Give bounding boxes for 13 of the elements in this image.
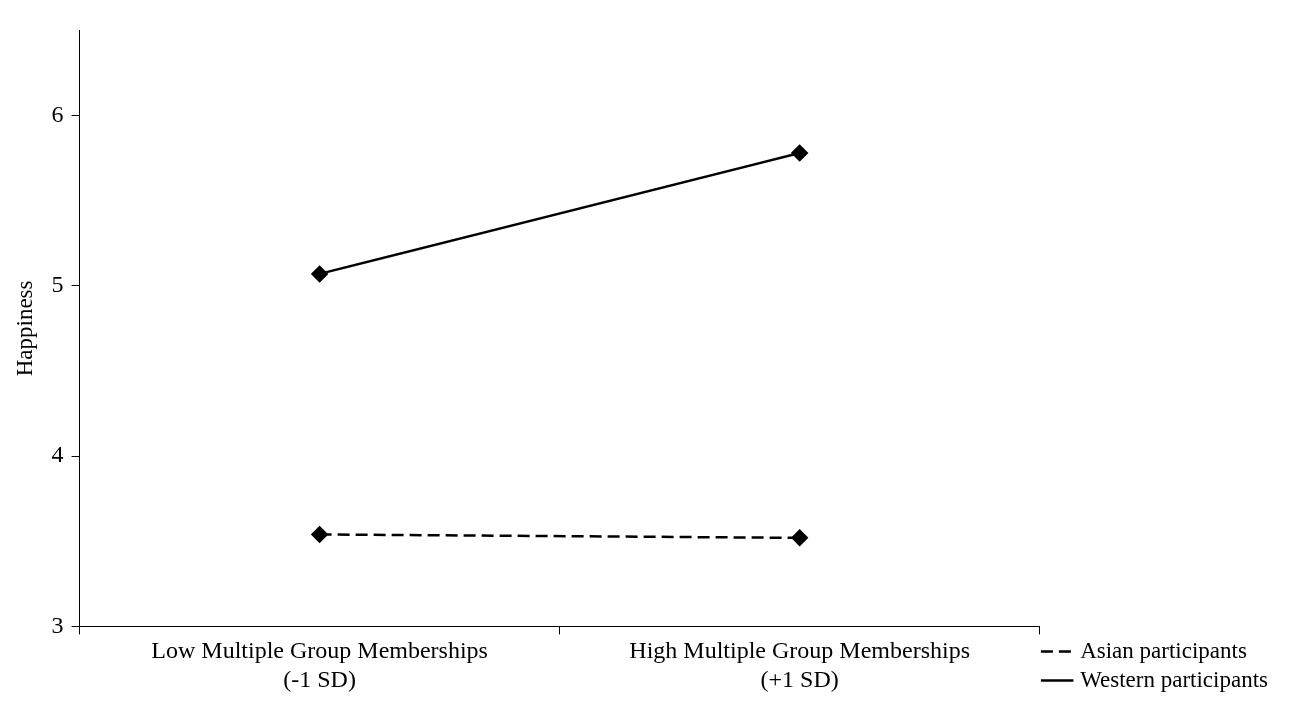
y-tick-label: 6 bbox=[51, 100, 64, 127]
legend-label: Western participants bbox=[1080, 666, 1269, 692]
y-tick-label: 3 bbox=[51, 611, 64, 638]
x-tick-label: Low Multiple Group Memberships (-1 SD) bbox=[151, 637, 488, 692]
x-tick-label: High Multiple Group Memberships (+1 SD) bbox=[629, 637, 970, 692]
point bbox=[791, 144, 808, 162]
y-axis-title: Happiness bbox=[11, 280, 37, 377]
point bbox=[311, 526, 328, 543]
point bbox=[311, 265, 328, 283]
y-tick-label: 4 bbox=[51, 441, 64, 468]
legend-label: Asian participants bbox=[1080, 637, 1247, 663]
point bbox=[791, 529, 808, 547]
y-tick-label: 5 bbox=[51, 271, 64, 298]
